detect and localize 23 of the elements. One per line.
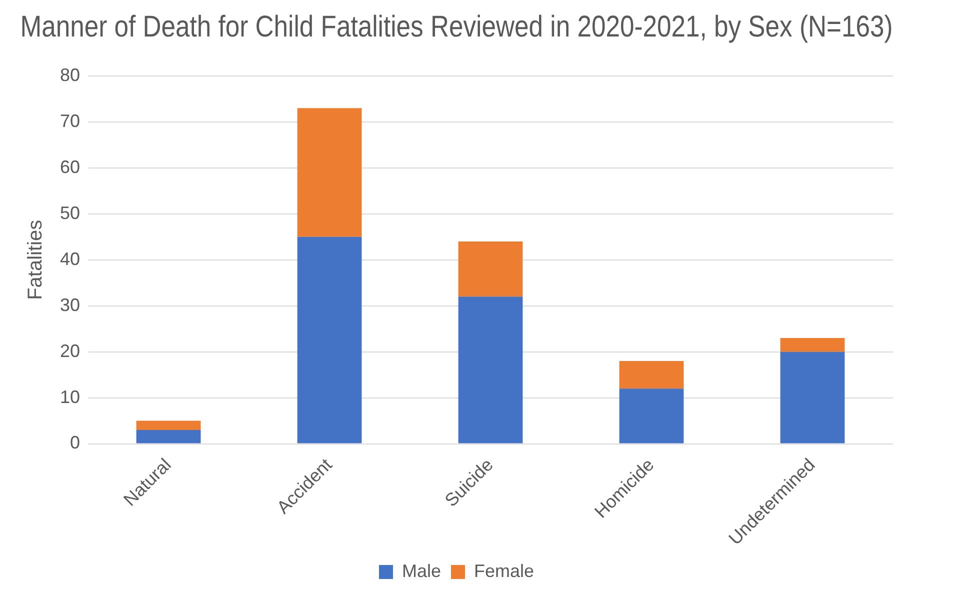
legend-label: Female [474, 560, 534, 581]
y-tick-label: 20 [60, 340, 80, 361]
y-axis-title: Fatalities [24, 220, 47, 300]
bar [297, 108, 362, 237]
bar [619, 388, 684, 444]
bar [780, 338, 845, 352]
bar [458, 296, 523, 444]
bar [780, 352, 845, 444]
y-tick-label: 10 [60, 386, 80, 407]
bar [458, 242, 523, 297]
bar [619, 361, 684, 389]
y-tick-label: 40 [60, 248, 80, 269]
y-tick-label: 0 [70, 432, 80, 453]
y-tick-label: 80 [60, 64, 80, 85]
chart-title: Manner of Death for Child Fatalities Reviewed in 2020-2021, by Sex (N=163) [20, 9, 893, 43]
y-tick-label: 70 [60, 110, 80, 131]
bar [136, 420, 201, 430]
legend-label: Male [402, 560, 441, 581]
bar [136, 430, 201, 444]
y-tick-label: 30 [60, 294, 80, 315]
bar [297, 236, 362, 444]
y-tick-label: 60 [60, 156, 80, 177]
y-tick-label: 50 [60, 202, 80, 223]
